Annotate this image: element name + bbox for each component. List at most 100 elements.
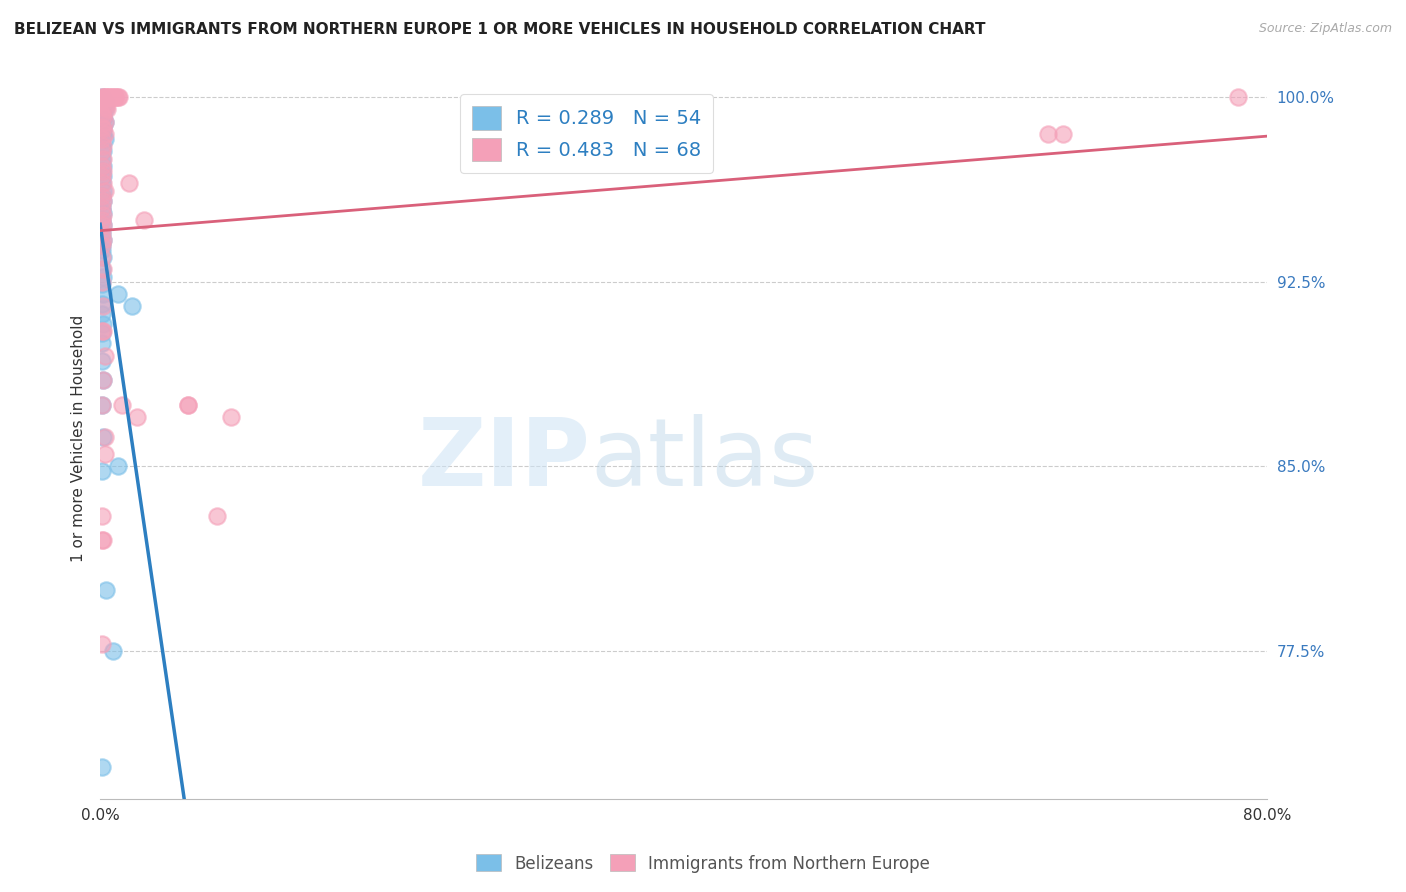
Text: atlas: atlas	[591, 414, 818, 506]
Point	[91, 139, 114, 153]
Point	[90, 90, 112, 104]
Legend: Belizeans, Immigrants from Northern Europe: Belizeans, Immigrants from Northern Euro…	[470, 847, 936, 880]
Point	[91, 373, 114, 387]
Point	[91, 533, 114, 548]
Point	[90, 159, 112, 173]
Point	[97, 90, 120, 104]
Point	[90, 201, 112, 215]
Point	[93, 95, 115, 109]
Point	[90, 637, 112, 651]
Point	[90, 226, 112, 240]
Point	[91, 194, 114, 208]
Point	[91, 194, 114, 208]
Point	[91, 208, 114, 222]
Point	[90, 326, 112, 341]
Point	[221, 410, 243, 425]
Point	[91, 233, 114, 247]
Point	[90, 188, 112, 202]
Point	[90, 353, 112, 368]
Point	[90, 508, 112, 523]
Point	[90, 93, 112, 107]
Point	[90, 201, 112, 215]
Point	[91, 110, 114, 124]
Point	[93, 97, 115, 112]
Point	[1052, 127, 1074, 141]
Point	[90, 307, 112, 321]
Point	[98, 90, 121, 104]
Point	[91, 159, 114, 173]
Point	[91, 164, 114, 178]
Point	[91, 95, 114, 109]
Point	[132, 213, 155, 227]
Point	[93, 90, 115, 104]
Point	[91, 152, 114, 166]
Point	[90, 277, 112, 292]
Point	[93, 127, 115, 141]
Point	[91, 262, 114, 277]
Point	[91, 287, 114, 301]
Point	[93, 447, 115, 461]
Point	[90, 169, 112, 183]
Point	[103, 90, 125, 104]
Point	[90, 533, 112, 548]
Legend: R = 0.289   N = 54, R = 0.483   N = 68: R = 0.289 N = 54, R = 0.483 N = 68	[460, 95, 713, 173]
Point	[90, 125, 112, 139]
Point	[91, 122, 114, 136]
Point	[90, 213, 112, 227]
Point	[90, 188, 112, 202]
Point	[104, 90, 127, 104]
Point	[91, 176, 114, 190]
Point	[90, 120, 112, 134]
Point	[118, 176, 141, 190]
Point	[90, 139, 112, 153]
Point	[94, 582, 117, 597]
Point	[90, 120, 112, 134]
Point	[96, 90, 118, 104]
Point	[90, 398, 112, 412]
Point	[90, 237, 112, 252]
Point	[90, 107, 112, 121]
Point	[90, 324, 112, 338]
Point	[1226, 90, 1249, 104]
Point	[93, 103, 115, 117]
Point	[91, 218, 114, 232]
Point	[121, 299, 143, 313]
Point	[90, 297, 112, 311]
Point	[90, 464, 112, 478]
Point	[90, 132, 112, 146]
Point	[90, 760, 112, 774]
Point	[176, 398, 198, 412]
Point	[91, 250, 114, 264]
Point	[90, 90, 112, 104]
Point	[90, 164, 112, 178]
Point	[205, 508, 228, 523]
Point	[90, 275, 112, 289]
Point	[94, 90, 117, 104]
Point	[90, 152, 112, 166]
Point	[90, 176, 112, 190]
Point	[91, 324, 114, 338]
Point	[90, 250, 112, 264]
Y-axis label: 1 or more Vehicles in Household: 1 or more Vehicles in Household	[72, 315, 86, 562]
Point	[93, 430, 115, 444]
Text: Source: ZipAtlas.com: Source: ZipAtlas.com	[1258, 22, 1392, 36]
Point	[90, 107, 112, 121]
Point	[93, 114, 115, 128]
Point	[103, 644, 125, 658]
Point	[93, 132, 115, 146]
Point	[1038, 127, 1060, 141]
Point	[90, 95, 112, 109]
Point	[91, 430, 114, 444]
Point	[90, 97, 112, 112]
Point	[90, 213, 112, 227]
Point	[111, 398, 134, 412]
Point	[91, 206, 114, 220]
Point	[107, 90, 129, 104]
Point	[107, 287, 129, 301]
Point	[176, 398, 198, 412]
Point	[91, 169, 114, 183]
Point	[91, 90, 114, 104]
Point	[90, 336, 112, 351]
Text: ZIP: ZIP	[418, 414, 591, 506]
Text: BELIZEAN VS IMMIGRANTS FROM NORTHERN EUROPE 1 OR MORE VEHICLES IN HOUSEHOLD CORR: BELIZEAN VS IMMIGRANTS FROM NORTHERN EUR…	[14, 22, 986, 37]
